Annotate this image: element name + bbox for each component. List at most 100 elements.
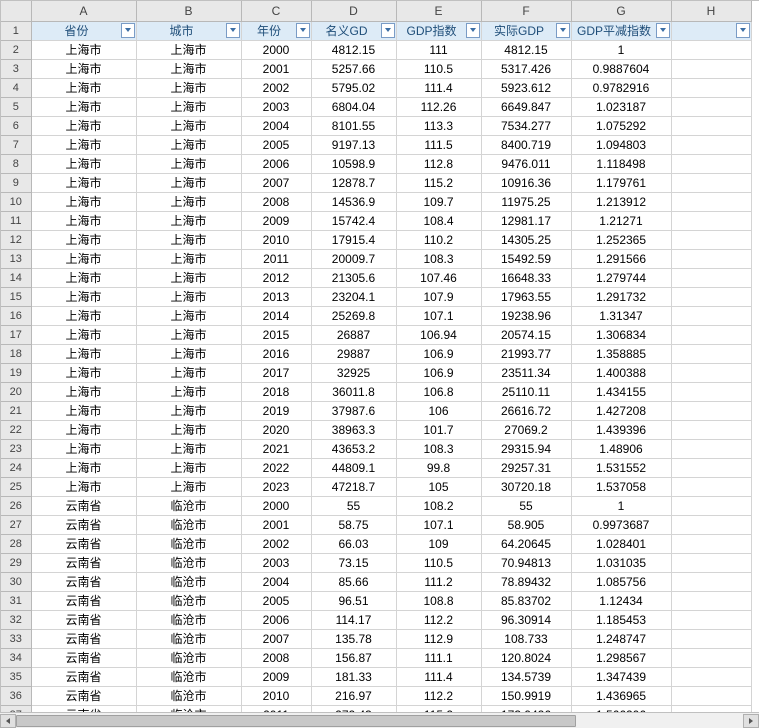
filter-dropdown-icon[interactable]	[381, 23, 395, 38]
cell-D27[interactable]: 58.75	[311, 515, 396, 534]
cell-D14[interactable]: 21305.6	[311, 268, 396, 287]
cell-C6[interactable]: 2004	[241, 116, 311, 135]
cell-D32[interactable]: 114.17	[311, 610, 396, 629]
row-header-2[interactable]: 2	[1, 40, 31, 59]
cell-F36[interactable]: 150.9919	[481, 686, 571, 705]
cell-G34[interactable]: 1.298567	[571, 648, 671, 667]
cell-H27[interactable]	[671, 515, 751, 534]
row-header-22[interactable]: 22	[1, 420, 31, 439]
cell-D6[interactable]: 8101.55	[311, 116, 396, 135]
cell-H3[interactable]	[671, 59, 751, 78]
cell-F11[interactable]: 12981.17	[481, 211, 571, 230]
filter-cell-C[interactable]: 年份	[241, 21, 311, 40]
cell-G19[interactable]: 1.400388	[571, 363, 671, 382]
cell-A37[interactable]: 云南省	[31, 705, 136, 712]
row-header-7[interactable]: 7	[1, 135, 31, 154]
scroll-track[interactable]	[16, 714, 743, 728]
cell-G15[interactable]: 1.291732	[571, 287, 671, 306]
cell-A22[interactable]: 上海市	[31, 420, 136, 439]
cell-H30[interactable]	[671, 572, 751, 591]
cell-D17[interactable]: 26887	[311, 325, 396, 344]
cell-D2[interactable]: 4812.15	[311, 40, 396, 59]
cell-B16[interactable]: 上海市	[136, 306, 241, 325]
cell-A4[interactable]: 上海市	[31, 78, 136, 97]
cell-H28[interactable]	[671, 534, 751, 553]
row-header-37[interactable]: 37	[1, 705, 31, 712]
cell-G16[interactable]: 1.31347	[571, 306, 671, 325]
cell-A30[interactable]: 云南省	[31, 572, 136, 591]
cell-C20[interactable]: 2018	[241, 382, 311, 401]
cell-C10[interactable]: 2008	[241, 192, 311, 211]
cell-C28[interactable]: 2002	[241, 534, 311, 553]
cell-D22[interactable]: 38963.3	[311, 420, 396, 439]
cell-B28[interactable]: 临沧市	[136, 534, 241, 553]
cell-B7[interactable]: 上海市	[136, 135, 241, 154]
cell-H37[interactable]	[671, 705, 751, 712]
cell-E29[interactable]: 110.5	[396, 553, 481, 572]
cell-H34[interactable]	[671, 648, 751, 667]
cell-B25[interactable]: 上海市	[136, 477, 241, 496]
cell-C21[interactable]: 2019	[241, 401, 311, 420]
cell-H4[interactable]	[671, 78, 751, 97]
cell-F24[interactable]: 29257.31	[481, 458, 571, 477]
cell-E2[interactable]: 111	[396, 40, 481, 59]
cell-B2[interactable]: 上海市	[136, 40, 241, 59]
cell-F20[interactable]: 25110.11	[481, 382, 571, 401]
cell-H12[interactable]	[671, 230, 751, 249]
filter-dropdown-icon[interactable]	[656, 23, 670, 38]
row-header-23[interactable]: 23	[1, 439, 31, 458]
cell-B29[interactable]: 临沧市	[136, 553, 241, 572]
filter-dropdown-icon[interactable]	[121, 23, 135, 38]
cell-A21[interactable]: 上海市	[31, 401, 136, 420]
row-header-28[interactable]: 28	[1, 534, 31, 553]
cell-B30[interactable]: 临沧市	[136, 572, 241, 591]
cell-B6[interactable]: 上海市	[136, 116, 241, 135]
cell-E12[interactable]: 110.2	[396, 230, 481, 249]
cell-C29[interactable]: 2003	[241, 553, 311, 572]
cell-G25[interactable]: 1.537058	[571, 477, 671, 496]
column-header-D[interactable]: D	[311, 1, 396, 21]
cell-E8[interactable]: 112.8	[396, 154, 481, 173]
cell-B18[interactable]: 上海市	[136, 344, 241, 363]
cell-F2[interactable]: 4812.15	[481, 40, 571, 59]
cell-F32[interactable]: 96.30914	[481, 610, 571, 629]
cell-B36[interactable]: 临沧市	[136, 686, 241, 705]
cell-G4[interactable]: 0.9782916	[571, 78, 671, 97]
cell-B17[interactable]: 上海市	[136, 325, 241, 344]
cell-G24[interactable]: 1.531552	[571, 458, 671, 477]
cell-F31[interactable]: 85.83702	[481, 591, 571, 610]
column-header-G[interactable]: G	[571, 1, 671, 21]
cell-H8[interactable]	[671, 154, 751, 173]
cell-A16[interactable]: 上海市	[31, 306, 136, 325]
cell-D36[interactable]: 216.97	[311, 686, 396, 705]
cell-C14[interactable]: 2012	[241, 268, 311, 287]
cell-F3[interactable]: 5317.426	[481, 59, 571, 78]
cell-G6[interactable]: 1.075292	[571, 116, 671, 135]
cell-D30[interactable]: 85.66	[311, 572, 396, 591]
cell-D25[interactable]: 47218.7	[311, 477, 396, 496]
filter-cell-D[interactable]: 名义GD	[311, 21, 396, 40]
row-header-24[interactable]: 24	[1, 458, 31, 477]
row-header-31[interactable]: 31	[1, 591, 31, 610]
cell-E16[interactable]: 107.1	[396, 306, 481, 325]
cell-E32[interactable]: 112.2	[396, 610, 481, 629]
row-header-19[interactable]: 19	[1, 363, 31, 382]
cell-C3[interactable]: 2001	[241, 59, 311, 78]
row-header-34[interactable]: 34	[1, 648, 31, 667]
cell-B23[interactable]: 上海市	[136, 439, 241, 458]
cell-C36[interactable]: 2010	[241, 686, 311, 705]
cell-C18[interactable]: 2016	[241, 344, 311, 363]
cell-C33[interactable]: 2007	[241, 629, 311, 648]
cell-H32[interactable]	[671, 610, 751, 629]
cell-H19[interactable]	[671, 363, 751, 382]
cell-E28[interactable]: 109	[396, 534, 481, 553]
cell-G32[interactable]: 1.185453	[571, 610, 671, 629]
cell-E3[interactable]: 110.5	[396, 59, 481, 78]
cell-B37[interactable]: 临沧市	[136, 705, 241, 712]
cell-F35[interactable]: 134.5739	[481, 667, 571, 686]
cell-G3[interactable]: 0.9887604	[571, 59, 671, 78]
cell-C34[interactable]: 2008	[241, 648, 311, 667]
cell-G2[interactable]: 1	[571, 40, 671, 59]
column-header-H[interactable]: H	[671, 1, 751, 21]
cell-C37[interactable]: 2011	[241, 705, 311, 712]
